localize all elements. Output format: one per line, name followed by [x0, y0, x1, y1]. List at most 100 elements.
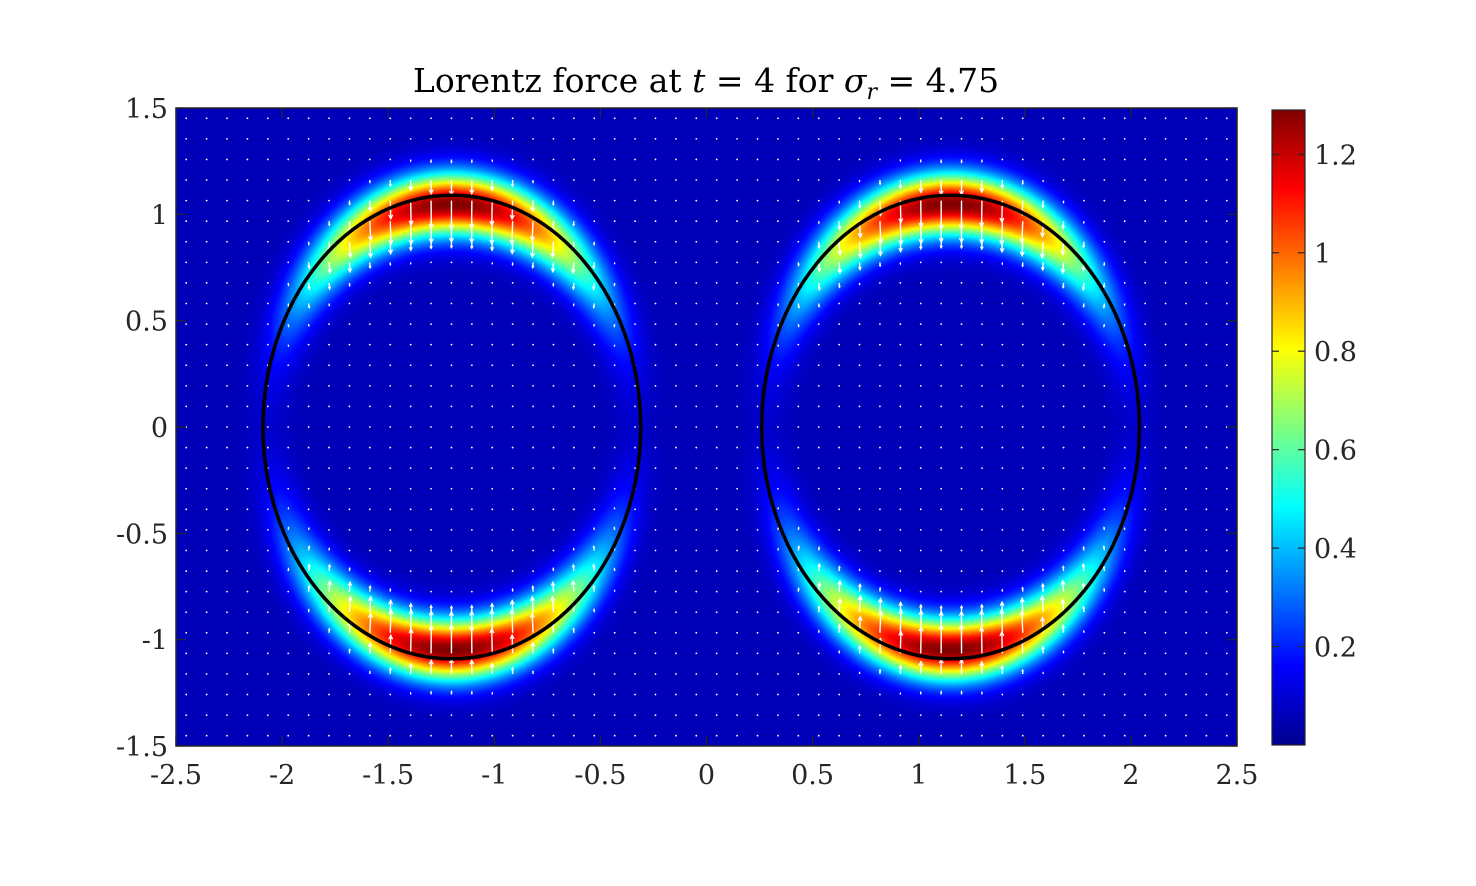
quiver-arrowhead — [797, 526, 800, 529]
quiver-arrow — [185, 611, 188, 614]
quiver-arrow — [430, 405, 432, 408]
quiver-arrow — [817, 158, 820, 161]
quiver-arrow — [1103, 343, 1106, 346]
quiver-arrow — [226, 529, 228, 531]
quiver-arrow — [450, 282, 453, 284]
quiver-arrow — [470, 549, 473, 552]
quiver-arrowhead — [1103, 263, 1106, 267]
quiver-arrow — [879, 610, 882, 633]
quiver-arrow — [307, 158, 310, 161]
quiver-arrow — [777, 652, 779, 655]
x-tick-label: 1.5 — [1003, 760, 1046, 791]
quiver-arrow — [981, 487, 983, 490]
quiver-arrow — [450, 549, 453, 552]
x-tick-label: -1.5 — [362, 760, 414, 791]
quiver-arrow — [470, 117, 473, 120]
quiver-arrow — [1225, 549, 1228, 552]
quiver-arrow — [940, 137, 943, 140]
quiver-arrowhead — [367, 252, 373, 259]
quiver-arrow — [715, 529, 718, 531]
quiver-arrow — [593, 652, 596, 655]
quiver-arrow — [654, 487, 657, 490]
quiver-arrow — [369, 596, 372, 613]
quiver-arrow — [205, 282, 208, 284]
quiver-arrow — [838, 343, 841, 346]
quiver-arrow — [797, 446, 800, 449]
quiver-arrowhead — [1082, 605, 1086, 610]
quiver-arrowhead — [899, 263, 902, 266]
quiver-arrowhead — [529, 611, 535, 618]
quiver-arrow — [674, 693, 677, 696]
quiver-arrow — [960, 137, 963, 140]
quiver-arrow — [960, 549, 963, 552]
quiver-arrow — [634, 631, 636, 634]
quiver-arrow — [572, 262, 575, 273]
quiver-arrow — [205, 549, 208, 552]
quiver-arrow — [919, 446, 922, 449]
quiver-arrow — [960, 734, 963, 737]
quiver-arrow — [1103, 426, 1106, 428]
quiver-arrow — [593, 405, 596, 408]
quiver-arrow — [838, 323, 841, 325]
quiver-arrow — [572, 652, 575, 655]
quiver-arrow — [491, 137, 494, 140]
quiver-arrow — [654, 652, 657, 655]
quiver-arrow — [1225, 734, 1228, 737]
quiver-arrowhead — [348, 284, 351, 288]
quiver-arrow — [919, 117, 922, 120]
quiver-arrow — [348, 582, 351, 592]
quiver-arrow — [695, 158, 698, 161]
quiver-arrowhead — [938, 237, 944, 244]
quiver-arrow — [960, 467, 963, 470]
quiver-arrow — [1021, 302, 1024, 305]
quiver-arrowhead — [878, 238, 884, 245]
quiver-arrow — [1205, 158, 1208, 161]
quiver-arrow — [715, 734, 718, 737]
quiver-arrowhead — [1081, 287, 1086, 292]
quiver-arrow — [756, 631, 759, 634]
quiver-arrowhead — [858, 283, 861, 286]
quiver-arrow — [551, 241, 555, 258]
quiver-arrow — [736, 529, 739, 531]
quiver-arrowhead — [489, 220, 495, 227]
quiver-arrow — [940, 323, 943, 325]
quiver-arrow — [368, 549, 371, 552]
quiver-arrow — [695, 199, 698, 202]
quiver-arrow — [1083, 714, 1085, 717]
quiver-arrow — [613, 673, 616, 675]
quiver-arrow — [1083, 487, 1085, 490]
quiver-arrow — [1103, 117, 1106, 120]
quiver-arrowhead — [287, 284, 290, 287]
quiver-arrow — [593, 693, 596, 696]
quiver-arrow — [205, 302, 208, 305]
quiver-arrowhead — [550, 252, 556, 259]
colorbar-frame — [1271, 109, 1306, 746]
quiver-arrow — [409, 137, 412, 140]
quiver-arrow — [858, 549, 861, 552]
quiver-arrow — [1021, 221, 1024, 243]
quiver-arrow — [572, 199, 575, 202]
quiver-arrow — [1123, 137, 1126, 140]
quiver-arrow — [695, 508, 698, 511]
quiver-arrow — [858, 693, 861, 696]
quiver-arrow — [715, 590, 718, 593]
quiver-arrow — [736, 549, 739, 552]
quiver-arrow — [226, 673, 228, 675]
quiver-arrow — [817, 426, 820, 428]
quiver-arrowhead — [572, 304, 575, 307]
quiver-arrow — [491, 384, 494, 387]
quiver-arrow — [1062, 580, 1065, 592]
quiver-arrowhead — [550, 268, 556, 274]
quiver-arrow — [552, 529, 555, 531]
quiver-arrowhead — [837, 268, 843, 275]
quiver-arrow — [246, 405, 249, 408]
quiver-arrowhead — [307, 563, 311, 568]
quiver-arrow — [307, 426, 310, 428]
quiver-arrow — [1205, 734, 1208, 737]
quiver-arrow — [1225, 467, 1228, 470]
quiver-arrow — [736, 323, 739, 325]
quiver-arrowhead — [509, 599, 515, 605]
quiver-arrow — [1062, 487, 1065, 490]
quiver-arrowhead — [327, 223, 331, 227]
